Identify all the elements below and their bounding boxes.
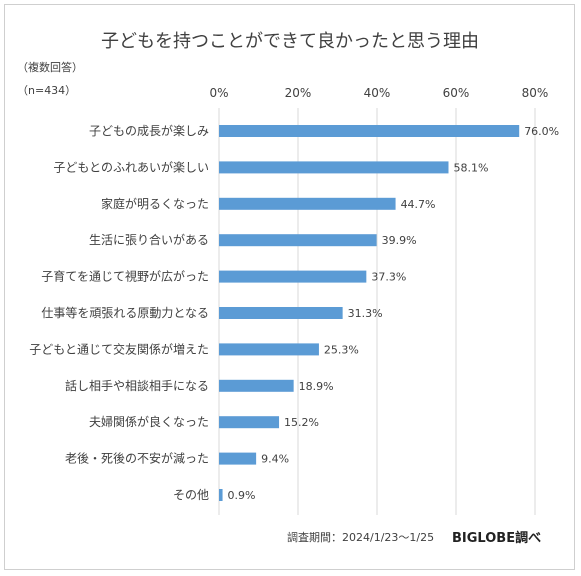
category-label: 老後・死後の不安が減った bbox=[65, 451, 209, 466]
x-tick-label: 80% bbox=[522, 86, 549, 100]
data-label: 18.9% bbox=[299, 380, 334, 393]
x-tick-label: 60% bbox=[443, 86, 470, 100]
x-axis-ticks: 0% 20% 40% 60% 80% bbox=[209, 86, 548, 100]
category-label: 生活に張り合いがある bbox=[89, 232, 209, 247]
category-label: 仕事等を頑張れる原動力となる bbox=[41, 306, 209, 320]
brand-label: BIGLOBE調べ bbox=[452, 530, 541, 546]
bar bbox=[219, 270, 367, 283]
data-label: 15.2% bbox=[284, 416, 319, 429]
bar bbox=[219, 197, 396, 210]
bar bbox=[219, 125, 520, 137]
data-label: 25.3% bbox=[324, 343, 359, 356]
bar bbox=[219, 343, 319, 356]
data-label: 58.1% bbox=[453, 161, 488, 174]
category-label: 話し相手や相談相手になる bbox=[65, 378, 209, 393]
data-label: 44.7% bbox=[401, 198, 436, 211]
bar bbox=[219, 452, 257, 465]
chart-title: 子どもを持つことができて良かったと思う理由 bbox=[101, 31, 479, 52]
note-sample-size: （n=434） bbox=[17, 84, 76, 97]
bar bbox=[219, 489, 223, 501]
category-label: 子育てを通じて視野が広がった bbox=[41, 269, 209, 284]
bar bbox=[219, 416, 280, 429]
category-labels: 子どもの成長が楽しみ子どもとのふれあいが楽しい家庭が明るくなった生活に張り合いが… bbox=[29, 123, 209, 502]
bars bbox=[219, 125, 520, 501]
grid-lines bbox=[218, 108, 536, 515]
value-labels: 76.0% 58.1% 44.7% 39.9% 37.3% 31.3% 25.3% 18.9%… bbox=[228, 125, 560, 502]
note-multiple-answers: （複数回答） bbox=[17, 60, 83, 74]
data-label: 39.9% bbox=[382, 234, 417, 247]
category-label: その他 bbox=[173, 488, 209, 502]
x-tick-label: 40% bbox=[364, 86, 391, 100]
survey-period: 調査期間：2024/1/23〜1/25 bbox=[287, 530, 434, 544]
category-label: 家庭が明るくなった bbox=[101, 196, 209, 211]
category-label: 子どもの成長が楽しみ bbox=[89, 123, 209, 138]
category-label: 夫婦関係が良くなった bbox=[89, 414, 209, 429]
bar bbox=[219, 307, 343, 319]
bar bbox=[219, 379, 294, 392]
bar bbox=[219, 161, 449, 174]
bar bbox=[219, 234, 377, 247]
data-label: 0.9% bbox=[228, 489, 256, 502]
category-label: 子どもと通じて交友関係が増えた bbox=[29, 341, 209, 356]
data-label: 9.4% bbox=[261, 453, 289, 466]
x-tick-label: 20% bbox=[285, 86, 312, 100]
data-label: 37.3% bbox=[371, 271, 406, 284]
data-label: 76.0% bbox=[524, 125, 559, 138]
x-tick-label: 0% bbox=[209, 86, 228, 100]
chart-frame: 子どもを持つことができて良かったと思う理由 （複数回答） （n=434） 0% 2… bbox=[4, 4, 575, 570]
bar-chart: 子どもを持つことができて良かったと思う理由 （複数回答） （n=434） 0% 2… bbox=[17, 31, 560, 546]
data-label: 31.3% bbox=[348, 307, 383, 320]
category-label: 子どもとのふれあいが楽しい bbox=[53, 159, 209, 174]
